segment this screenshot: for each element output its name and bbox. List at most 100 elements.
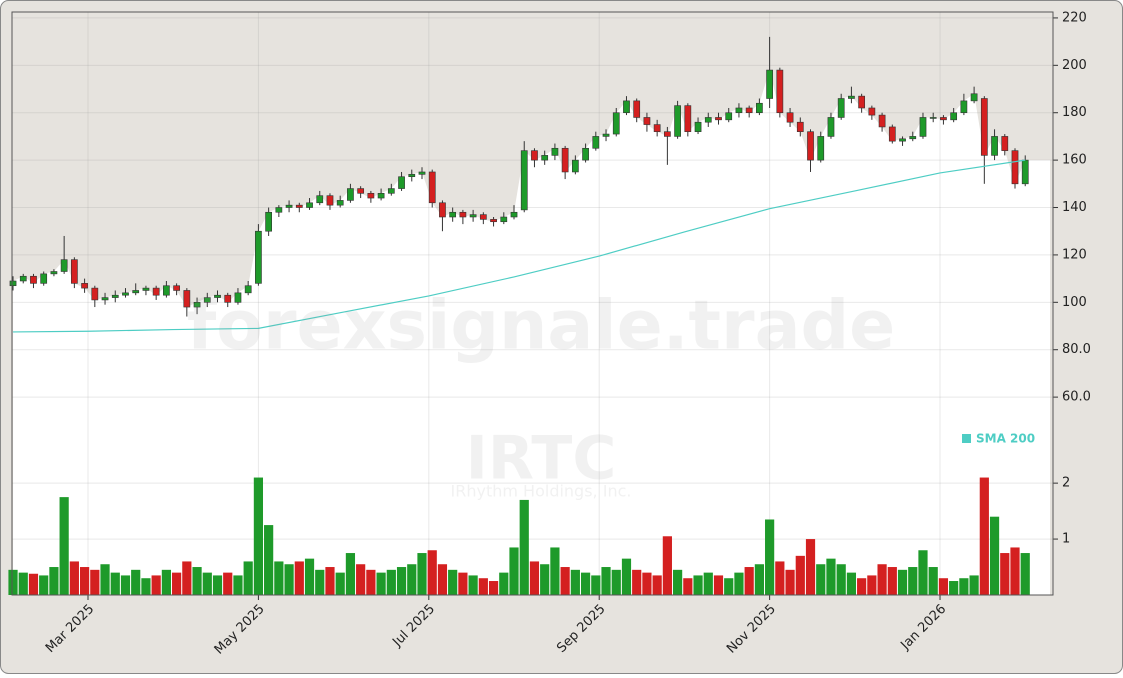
volume-bar (315, 569, 325, 595)
volume-bar (59, 497, 69, 595)
volume-bar (28, 573, 39, 595)
candle-body (142, 287, 150, 291)
volume-bar (366, 569, 376, 595)
candle-body (848, 95, 855, 99)
candle-body (9, 280, 17, 287)
candle-body (991, 136, 998, 156)
candle-body (377, 192, 385, 199)
volume-bar (39, 575, 49, 595)
candle-body (858, 95, 866, 109)
volume-bar (212, 575, 223, 595)
volume-bar (253, 477, 264, 595)
candle-body (510, 211, 518, 218)
candle-body (101, 297, 109, 301)
candle-body (469, 214, 477, 218)
volume-bar (754, 564, 764, 595)
volume-bar (959, 578, 969, 595)
volume-bar (949, 581, 959, 595)
candle-body (551, 147, 559, 156)
candle-body (756, 102, 763, 114)
candle-body (664, 131, 671, 137)
volume-bar (499, 572, 509, 595)
candle-body (612, 112, 620, 135)
candle-body (633, 100, 641, 118)
volume-bar (918, 550, 928, 595)
volume-bar (274, 561, 284, 595)
volume-bar (580, 572, 591, 595)
volume-bar (386, 569, 396, 595)
volume-bar (223, 572, 233, 595)
volume-bar (570, 569, 580, 595)
volume-bar (1000, 553, 1010, 595)
candle-body (653, 124, 661, 132)
candle-body (725, 112, 733, 121)
y-tick-label: 200 (1062, 58, 1087, 73)
volume-bar (989, 516, 1000, 595)
y-tick-label: 120 (1062, 247, 1087, 262)
candle-body (571, 159, 579, 173)
candle-body (602, 133, 610, 137)
candle-body (347, 188, 354, 201)
y-tick-label: 180 (1062, 105, 1087, 120)
candle-body (326, 195, 334, 206)
volume-bar (79, 567, 90, 595)
volume-bar (662, 536, 672, 595)
volume-bar (897, 569, 908, 595)
volume-bar (816, 564, 826, 595)
volume-bar (805, 539, 816, 595)
volume-bar (141, 578, 151, 595)
candle-body (408, 174, 416, 178)
y-tick-label: 80.0 (1062, 342, 1091, 357)
volume-bar (877, 564, 887, 595)
candle-body (899, 138, 906, 142)
candle-body (541, 155, 549, 161)
candle-body (694, 121, 702, 132)
volume-bar (172, 572, 182, 595)
y-tick-label: 140 (1062, 200, 1087, 215)
volume-bar (642, 572, 652, 595)
candle-body (428, 171, 436, 204)
y-tick-label: 160 (1062, 153, 1087, 168)
candle-body (1011, 150, 1019, 185)
candle-body (122, 292, 129, 296)
volume-bar (427, 550, 437, 595)
volume-bar (560, 567, 570, 595)
candle-body (735, 107, 743, 114)
candle-body (163, 285, 170, 296)
volume-bar (110, 572, 120, 595)
candle-body (592, 136, 600, 149)
candle-body (684, 105, 692, 132)
candle-body (837, 98, 845, 118)
volume-bar (1010, 547, 1020, 595)
company-watermark: IRhythm Holdings, Inc. (451, 482, 632, 501)
candle-body (929, 117, 937, 119)
volume-bar (243, 561, 253, 595)
price-shade (13, 70, 1050, 596)
volume-bar (396, 567, 407, 595)
candle-body (950, 112, 958, 121)
volume-bar (448, 569, 458, 595)
volume-bar (969, 575, 979, 595)
y-tick-label: 220 (1062, 10, 1087, 25)
volume-bar (202, 572, 212, 595)
candle-body (704, 117, 712, 123)
candle-body (40, 273, 48, 284)
volume-bar (437, 564, 448, 595)
candle-body (111, 294, 119, 298)
volume-bar (724, 578, 734, 595)
volume-bar (345, 553, 356, 595)
candle-body (500, 216, 508, 223)
volume-bar (795, 555, 805, 595)
candle-body (888, 126, 896, 142)
candle-body (19, 275, 27, 282)
candle-body (255, 230, 262, 284)
candle-body (244, 285, 252, 294)
candle-body (449, 211, 457, 218)
volume-bar (867, 575, 877, 595)
candle-body (439, 202, 446, 218)
candle-body (387, 188, 395, 194)
candle-body (623, 100, 630, 114)
volume-bar (928, 567, 938, 595)
candle-body (71, 259, 78, 284)
candle-body (479, 214, 487, 220)
